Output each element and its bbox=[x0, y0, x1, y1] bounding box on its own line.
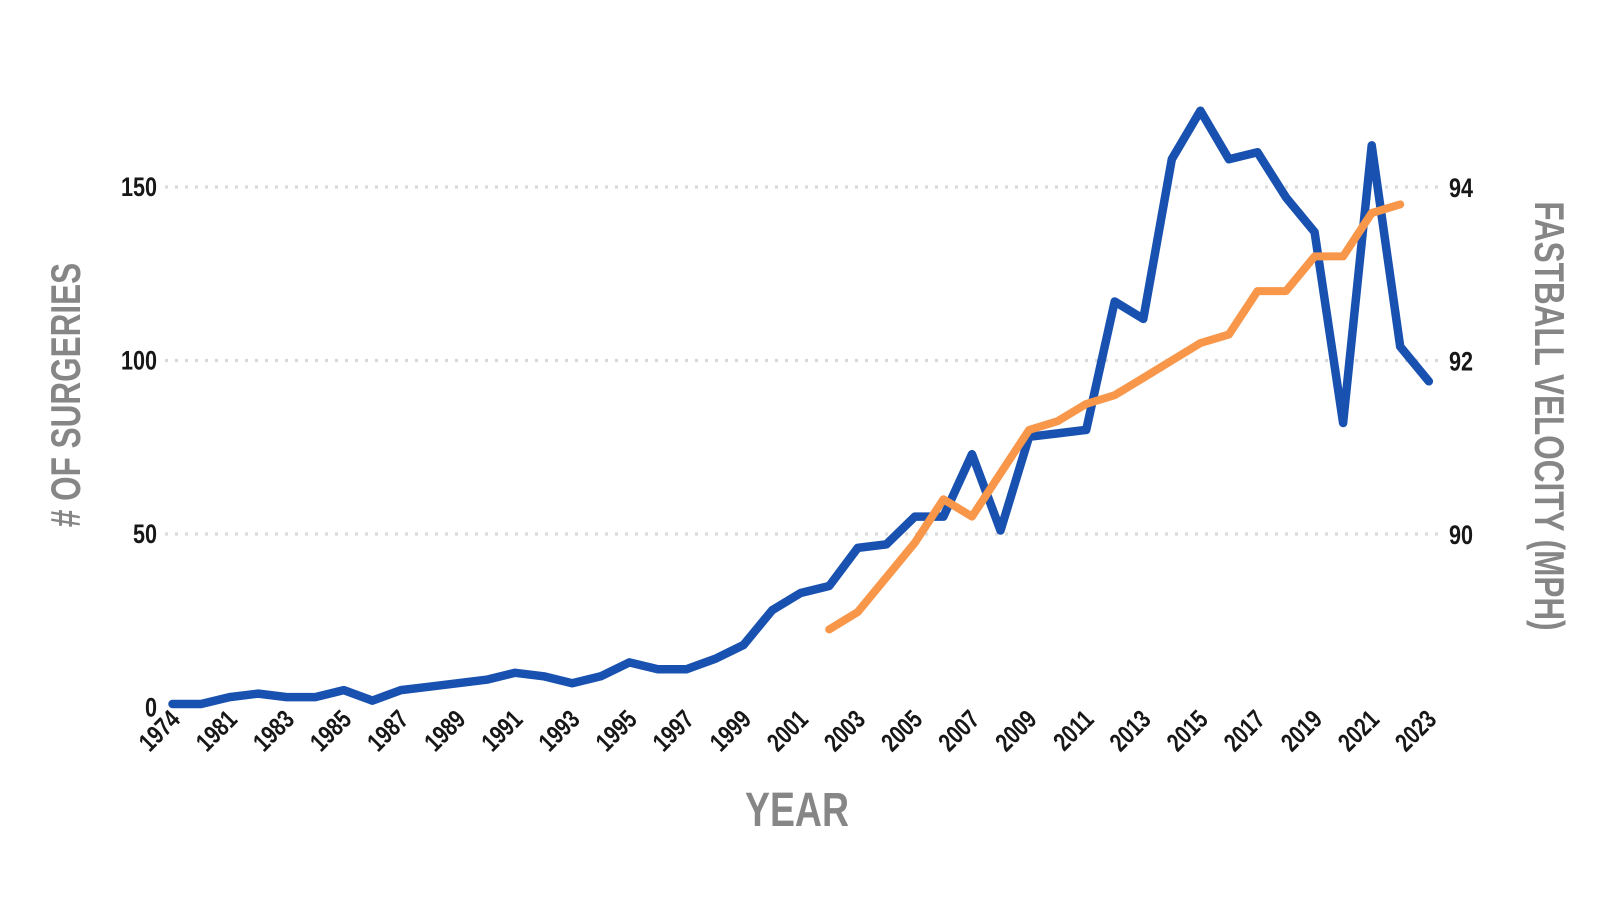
series-lines bbox=[168, 106, 1434, 709]
velocity-line bbox=[825, 200, 1405, 634]
x-axis-title: YEAR bbox=[745, 784, 849, 838]
right-tick-94: 94 bbox=[1449, 174, 1473, 204]
gridlines bbox=[165, 185, 1445, 536]
left-tick-50: 50 bbox=[133, 520, 157, 550]
right-tick-90: 90 bbox=[1449, 521, 1473, 551]
left-axis-title: # OF SURGERIES bbox=[42, 263, 90, 527]
left-tick-0: 0 bbox=[145, 693, 157, 723]
left-axis-tick-labels: 0 50 100 150 bbox=[121, 173, 157, 723]
left-tick-100: 100 bbox=[121, 346, 157, 376]
surgeries-line bbox=[168, 106, 1434, 709]
right-axis-tick-labels: 90 92 94 bbox=[1449, 174, 1473, 551]
right-axis-title: FASTBALL VELOCITY (MPH) bbox=[1526, 201, 1574, 630]
x-axis-tick-labels: 1974 1981 1983 1985 1987 1989 1991 1993 1995 1997… bbox=[133, 704, 1442, 756]
left-tick-150: 150 bbox=[121, 173, 157, 203]
right-tick-92: 92 bbox=[1449, 347, 1473, 377]
